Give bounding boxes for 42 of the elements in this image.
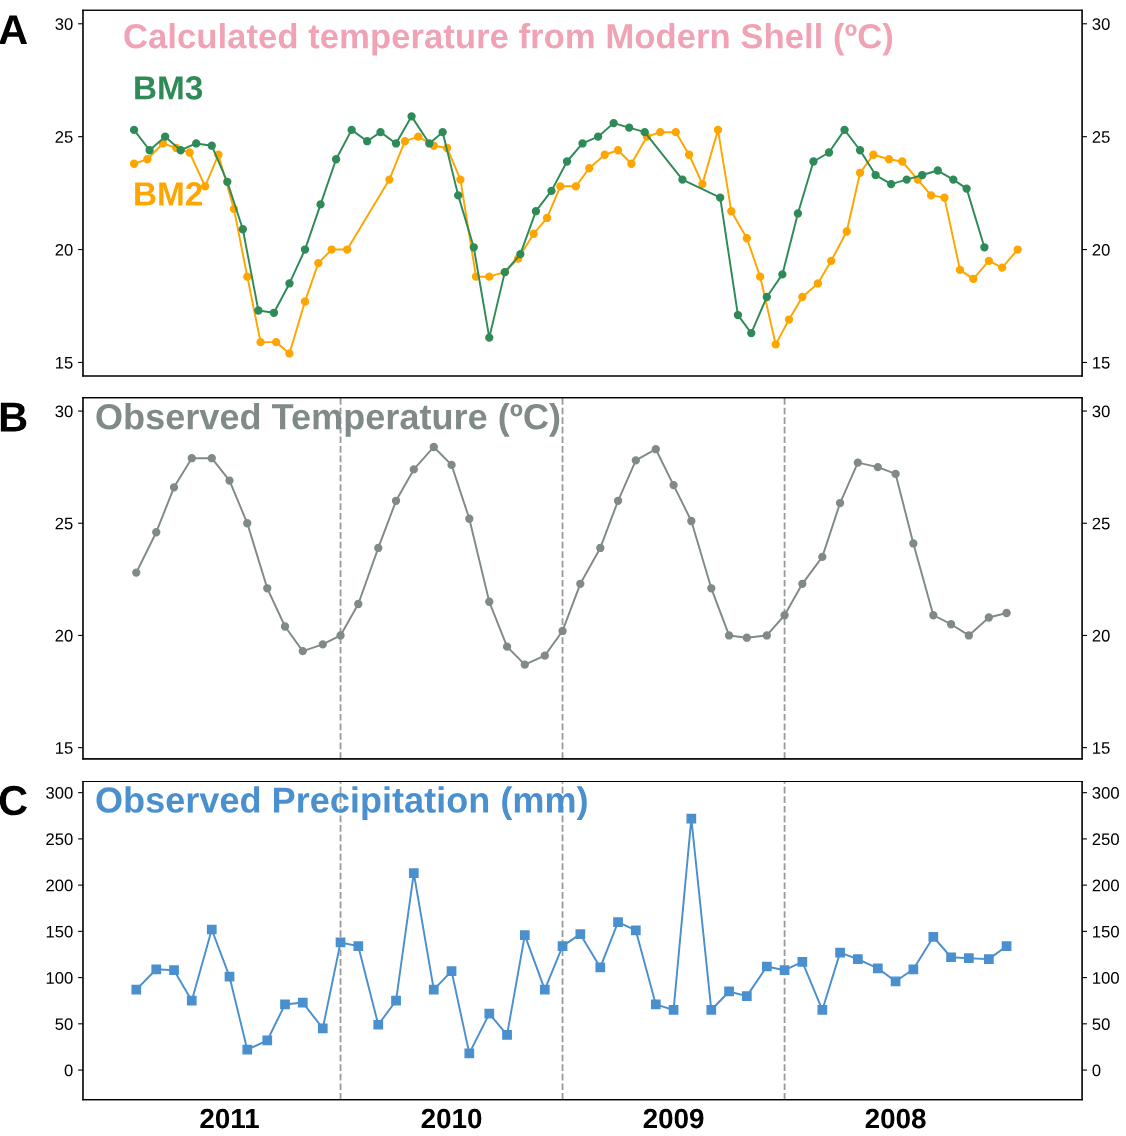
y-tick-label: 20 (55, 243, 73, 256)
y-tick-label: 20 (55, 629, 73, 642)
y-tick-label: 200 (46, 879, 73, 892)
y2-tick-label: 200 (1092, 879, 1119, 892)
y-tick-label: 15 (56, 357, 73, 369)
x-tick-label: 2010 (421, 1108, 482, 1129)
y2-tick-label: 300 (1092, 787, 1119, 799)
y-tick-label: 15 (56, 742, 73, 754)
y-tick-label: 30 (55, 18, 73, 30)
text: B (0, 402, 27, 432)
y2-tick-label: 25 (1092, 131, 1110, 143)
chart-title: Observed Precipitation (mm) (96, 786, 587, 820)
y-tick-label: 0 (64, 1064, 73, 1077)
y2-tick-label: 250 (1092, 833, 1119, 846)
y2-tick-label: 0 (1092, 1064, 1101, 1077)
y-tick-label: 250 (46, 833, 73, 846)
y2-tick-label: 20 (1092, 243, 1110, 256)
y-tick-label: 150 (46, 925, 73, 938)
y2-tick-label: 15 (1093, 357, 1110, 369)
chart-title: Observed Temperature (ºC) (96, 403, 560, 437)
x-tick-label: 2008 (865, 1108, 926, 1129)
y2-tick-label: 150 (1093, 925, 1119, 938)
series-label: BM3 (135, 76, 203, 100)
y-tick-label: 100 (46, 972, 73, 984)
y2-tick-label: 15 (1093, 742, 1110, 754)
text: C (0, 785, 28, 816)
y2-tick-label: 50 (1092, 1018, 1110, 1031)
y-tick-label: 300 (46, 787, 73, 799)
y2-tick-label: 25 (1092, 517, 1110, 530)
y-tick-label: 25 (55, 517, 73, 530)
text: A (0, 15, 28, 45)
y2-tick-label: 100 (1093, 972, 1119, 984)
y2-tick-label: 20 (1092, 629, 1110, 642)
y2-tick-label: 30 (1092, 18, 1110, 30)
x-tick-label: 2009 (643, 1108, 704, 1129)
chart-title: Calculated temperature from Modern Shell (ºC) (124, 23, 893, 56)
y2-tick-label: 30 (1092, 405, 1110, 418)
x-tick-label: 2011 (200, 1108, 259, 1129)
y-tick-label: 50 (55, 1018, 73, 1031)
series-label: BM2 (135, 182, 202, 206)
y-tick-label: 25 (55, 131, 73, 143)
y-tick-label: 30 (55, 405, 73, 418)
